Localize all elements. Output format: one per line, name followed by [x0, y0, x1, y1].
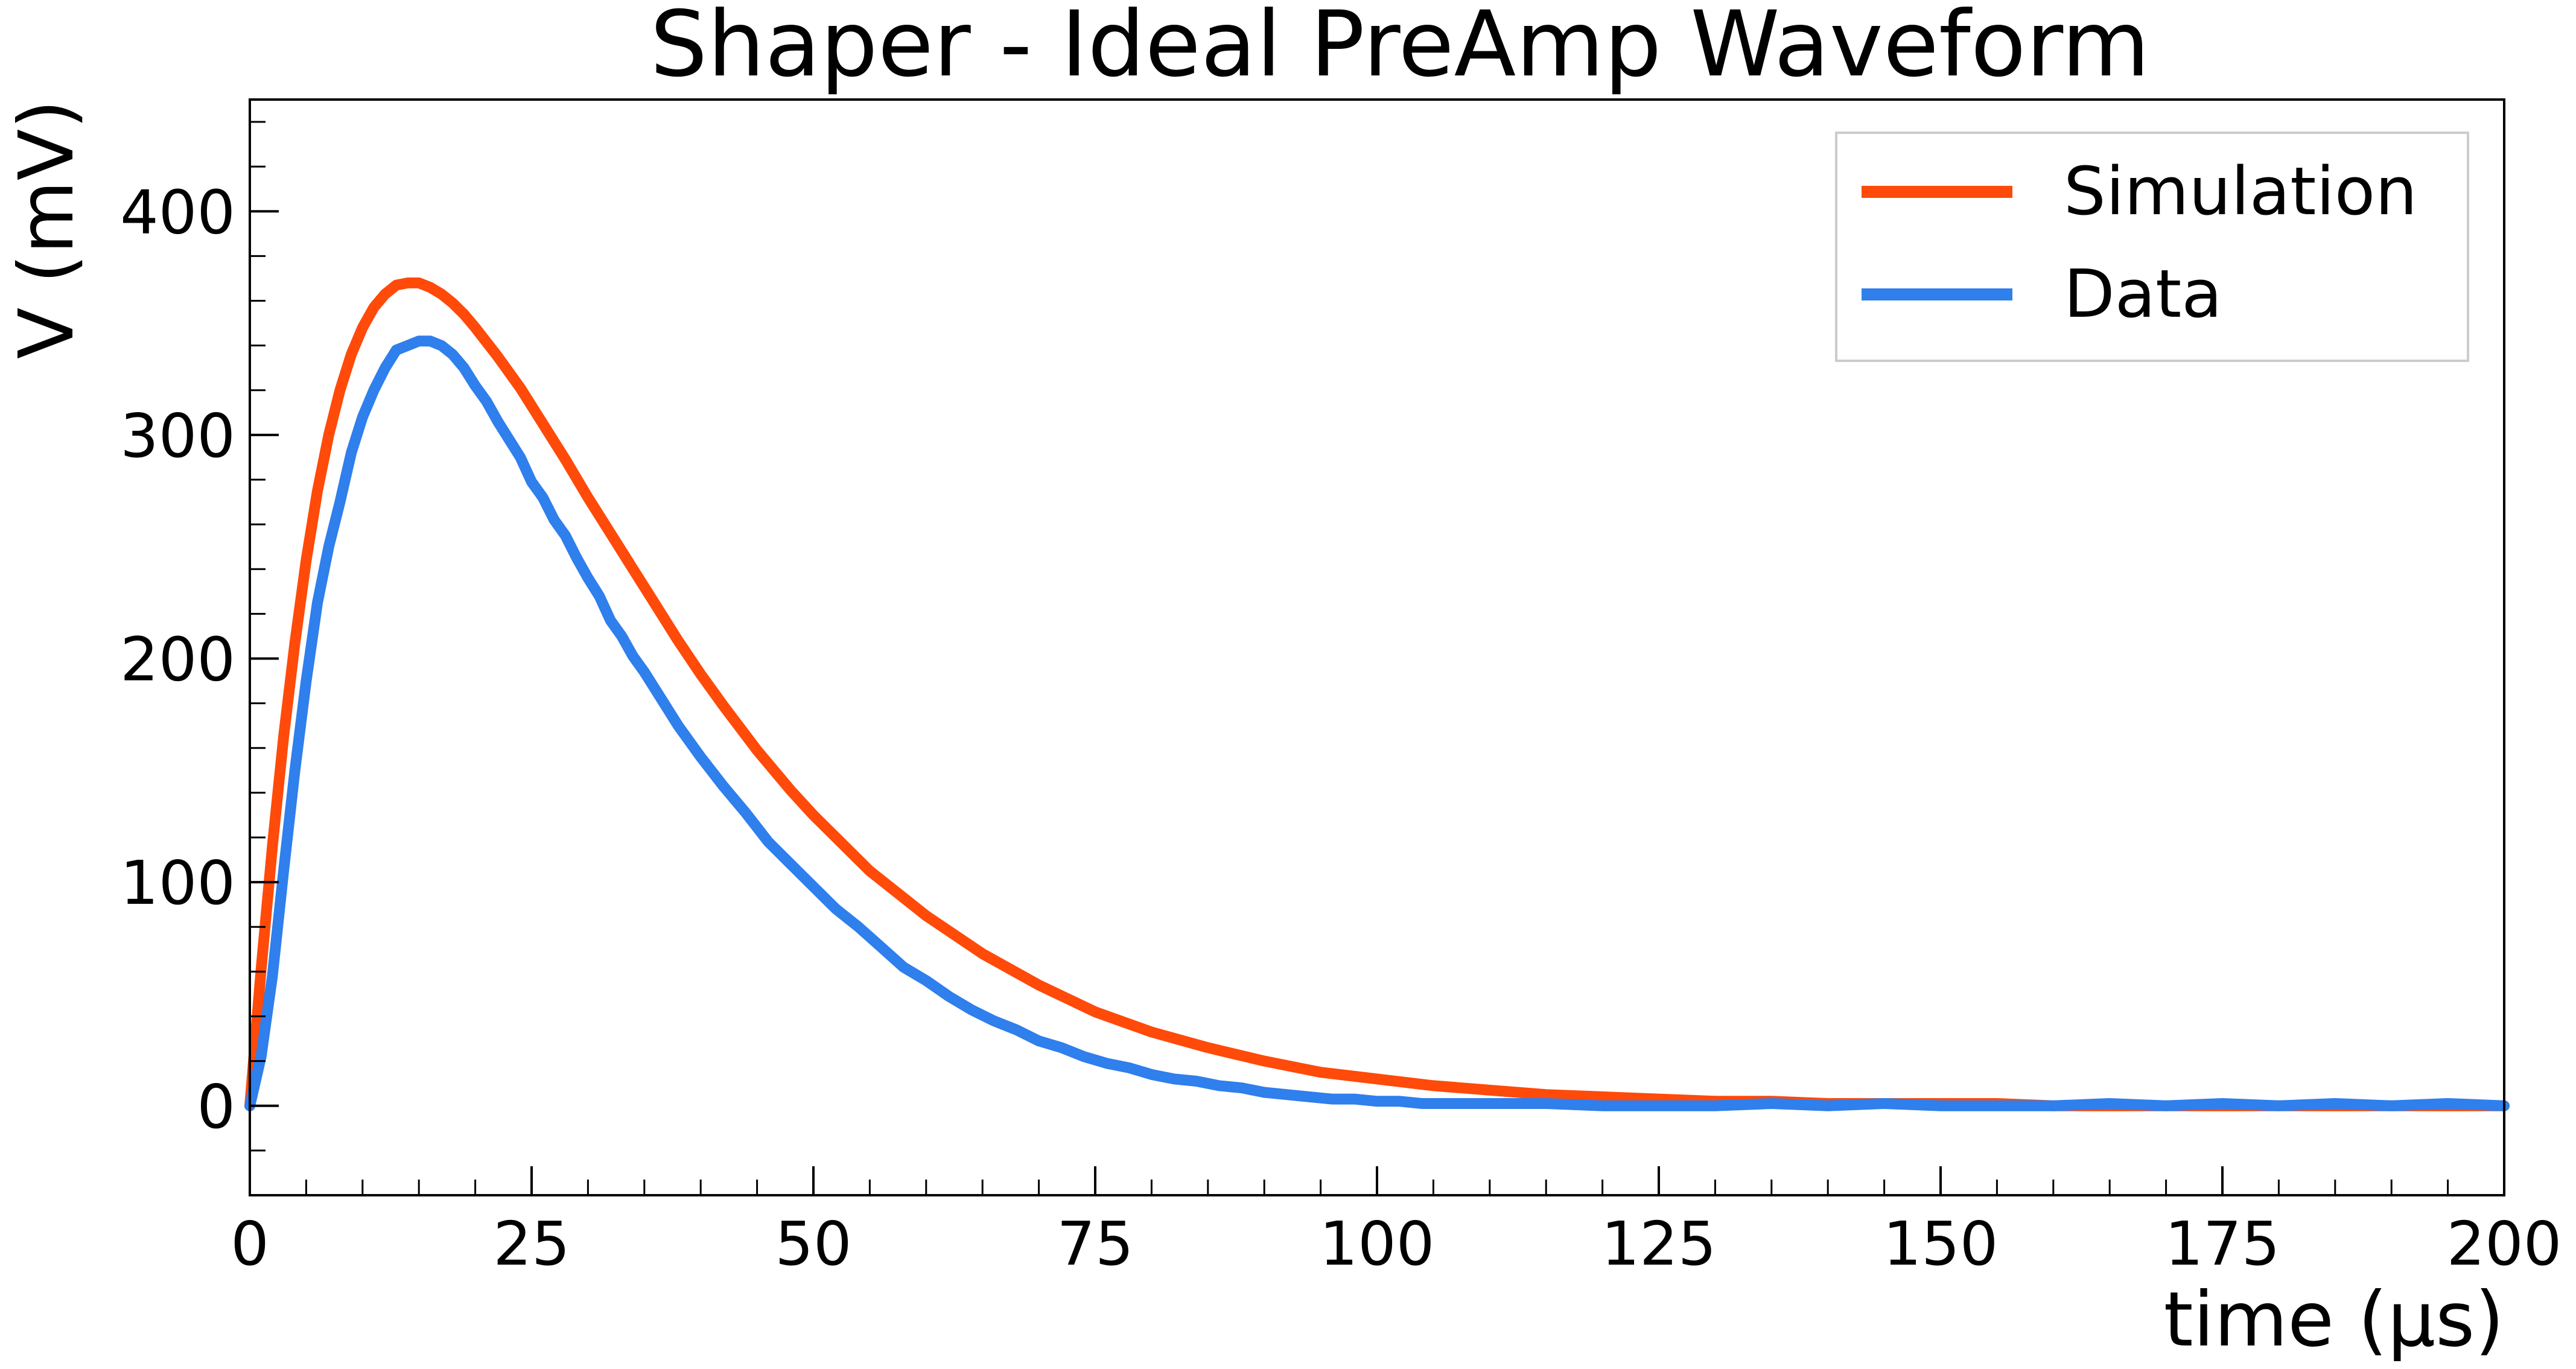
series-layer	[244, 277, 2510, 1111]
y-tick-label: 200	[120, 624, 235, 695]
x-tick-label: 100	[1320, 1209, 1435, 1279]
x-tick-label: 50	[775, 1209, 851, 1279]
legend-frame	[1835, 132, 2469, 362]
x-tick-label: 0	[231, 1209, 269, 1279]
x-axis-label: time (μs)	[2164, 1276, 2504, 1364]
legend-label-data: Data	[2064, 255, 2222, 332]
series-line-simulation	[244, 277, 2510, 1111]
y-tick-label: 0	[197, 1072, 235, 1142]
chart-title: Shaper - Ideal PreAmp Waveform	[650, 0, 2149, 97]
y-tick-label: 100	[120, 848, 235, 918]
ticks-layer: 0 25 50 75 100 125 150 175 200 0 100 200 300 400	[120, 121, 2562, 1279]
x-tick-label: 125	[1601, 1209, 1717, 1279]
x-tick-label: 25	[493, 1209, 570, 1279]
series-line-data	[244, 335, 2510, 1111]
legend-label-simulation: Simulation	[2064, 153, 2417, 230]
x-tick-label: 75	[1057, 1209, 1133, 1279]
x-tick-label: 200	[2447, 1209, 2562, 1279]
x-tick-label: 150	[1883, 1209, 1999, 1279]
y-axis-label: V (mV)	[3, 100, 91, 359]
y-tick-label: 300	[120, 401, 235, 471]
legend: Simulation Data	[1835, 132, 2469, 362]
y-tick-label: 400	[120, 177, 235, 247]
x-tick-label: 175	[2165, 1209, 2280, 1279]
